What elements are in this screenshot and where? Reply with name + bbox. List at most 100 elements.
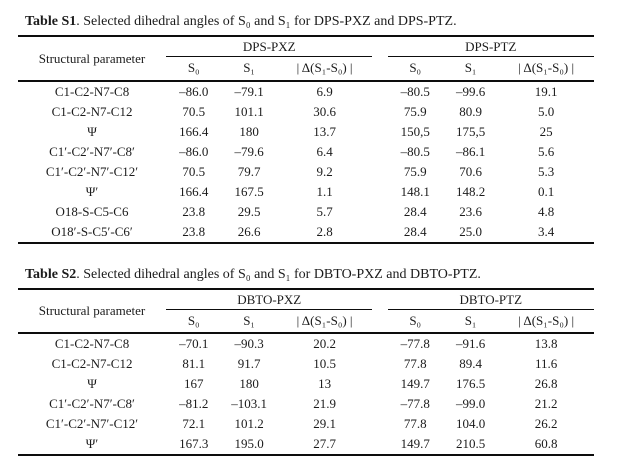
value-cell: 77.8: [403, 416, 427, 431]
table-row: Ψ 166.4 180 13.7 150,5 175,5 25: [18, 122, 594, 142]
col-header-delta: | Δ(S₁-S₀) |: [296, 60, 353, 76]
value-cell: 23.8: [182, 203, 206, 219]
value-cell: 176.5: [455, 376, 486, 391]
value-cell: 28.4: [403, 223, 427, 239]
group-gap: [372, 289, 387, 334]
param-cell: Ψ: [87, 376, 97, 391]
header-sub-row: S₀ S₁ | Δ(S₁-S₀) | S₀ S₁ | Δ(S₁-S₀) |: [18, 309, 594, 333]
param-cell: O18′-S-C5′-C6′: [51, 223, 133, 239]
value-cell: 5.7: [316, 203, 333, 219]
value-cell: 13: [318, 376, 332, 391]
group-header-dps-ptz: DPS-PTZ: [387, 36, 594, 57]
table-s2-body: C1-C2-N7-C8 –70.1 –90.3 20.2 –77.8 –91.6 13.8 C…: [18, 333, 594, 455]
group-header-dps-pxz: DPS-PXZ: [166, 36, 373, 57]
value-cell: 80.9: [459, 103, 482, 119]
value-cell: 81.1: [182, 356, 206, 371]
column-spacer: [372, 81, 387, 102]
value-cell: 167.5: [234, 183, 264, 199]
value-cell: 167.3: [179, 436, 209, 451]
param-cell: Ψ′: [85, 183, 99, 199]
value-cell: –79.6: [234, 143, 264, 159]
col-header-s0: S₀: [187, 60, 200, 76]
table-s2-title-label: Table S2: [25, 266, 77, 282]
col-header-s1: S₁: [464, 312, 477, 328]
value-cell: 13.8: [534, 336, 558, 351]
param-cell: C1′-C2′-N7′-C12′: [45, 163, 139, 179]
value-cell: 70.5: [182, 103, 206, 119]
group-gap: [372, 36, 387, 81]
value-cell: –91.6: [455, 336, 486, 351]
value-cell: 210.5: [455, 436, 486, 451]
table-s1-header: Structural parameter DPS-PXZ DPS-PTZ S₀ …: [18, 36, 594, 81]
column-spacer: [372, 374, 387, 394]
param-cell: C1-C2-N7-C8: [54, 83, 130, 99]
table-s1-title-label: Table S1: [25, 14, 77, 29]
value-cell: –99.6: [455, 83, 486, 99]
param-cell: C1-C2-N7-C12: [51, 103, 133, 119]
column-spacer: [372, 414, 387, 434]
table-s2-title-text: . Selected dihedral angles of S₀ and S₁ …: [76, 266, 481, 282]
column-spacer: [372, 182, 387, 202]
value-cell: 75.9: [403, 103, 427, 119]
value-cell: 19.1: [534, 83, 558, 99]
table-row: O18′-S-C5′-C6′ 23.8 26.6 2.8 28.4 25.0 3.4: [18, 222, 594, 243]
column-spacer: [372, 202, 387, 222]
table-row: O18-S-C5-C6 23.8 29.5 5.7 28.4 23.6 4.8: [18, 202, 594, 222]
column-spacer: [372, 394, 387, 414]
value-cell: –80.5: [400, 83, 430, 99]
value-cell: 21.2: [534, 396, 558, 411]
value-cell: 5.6: [538, 143, 555, 159]
table-s1-title-text: . Selected dihedral angles of S₀ and S₁ …: [76, 14, 457, 29]
value-cell: 6.4: [316, 143, 333, 159]
col-header-delta: | Δ(S₁-S₀) |: [518, 60, 575, 76]
value-cell: 4.8: [538, 203, 555, 219]
col-header-s0: S₀: [409, 60, 422, 76]
table-row: C1-C2-N7-C8 –86.0 –79.1 6.9 –80.5 –99.6 19.1: [18, 81, 594, 102]
table-row: C1-C2-N7-C8 –70.1 –90.3 20.2 –77.8 –91.6 13.8: [18, 333, 594, 354]
value-cell: 29.1: [313, 416, 336, 431]
column-spacer: [372, 102, 387, 122]
table-row: Ψ′ 166.4 167.5 1.1 148.1 148.2 0.1: [18, 182, 594, 202]
value-cell: –103.1: [231, 396, 267, 411]
value-cell: 72.1: [182, 416, 206, 431]
value-cell: 175,5: [455, 123, 486, 139]
value-cell: 10.5: [313, 356, 336, 371]
table-s2: Structural parameter DBTO-PXZ DBTO-PTZ S…: [18, 287, 594, 456]
value-cell: 27.7: [313, 436, 336, 451]
column-spacer: [372, 222, 387, 243]
value-cell: 195.0: [234, 436, 264, 451]
value-cell: 26.6: [237, 223, 261, 239]
value-cell: –77.8: [400, 336, 430, 351]
value-cell: 180: [239, 123, 259, 139]
value-cell: 104.0: [455, 416, 486, 431]
column-spacer: [372, 354, 387, 374]
table-s1: Structural parameter DPS-PXZ DPS-PTZ S₀ …: [18, 35, 594, 244]
table-row: C1′-C2′-N7′-C8′ –81.2 –103.1 21.9 –77.8 –99.0…: [18, 394, 594, 414]
param-cell: C1-C2-N7-C8: [54, 336, 130, 351]
table-row: Ψ 167 180 13 149.7 176.5 26.8: [18, 374, 594, 394]
table-s2-header: Structural parameter DBTO-PXZ DBTO-PTZ S…: [18, 288, 594, 334]
col-header-s1: S₁: [464, 60, 477, 76]
value-cell: 30.6: [313, 103, 336, 119]
value-cell: 9.2: [316, 163, 333, 179]
param-cell: Ψ: [87, 123, 97, 139]
value-cell: 26.8: [534, 376, 558, 391]
col-header-delta: | Δ(S₁-S₀) |: [518, 312, 575, 328]
value-cell: 3.4: [538, 223, 555, 239]
table-s2-title: Table S2. Selected dihedral angles of S₀…: [18, 265, 596, 285]
value-cell: –90.3: [234, 336, 264, 351]
column-spacer: [372, 122, 387, 142]
param-cell: O18-S-C5-C6: [55, 203, 129, 219]
table-row: C1′-C2′-N7′-C8′ –86.0 –79.6 6.4 –80.5 –86.1 5.…: [18, 142, 594, 162]
value-cell: 70.6: [459, 163, 482, 179]
value-cell: –79.1: [234, 83, 264, 99]
column-spacer: [372, 162, 387, 182]
col-header-delta: | Δ(S₁-S₀) |: [296, 312, 353, 328]
value-cell: –86.0: [179, 143, 209, 159]
table-s2-section: Table S2. Selected dihedral angles of S₀…: [18, 265, 596, 456]
column-spacer: [372, 434, 387, 455]
col-header-s0: S₀: [409, 312, 422, 328]
value-cell: 166.4: [179, 183, 209, 199]
value-cell: 20.2: [313, 336, 336, 351]
value-cell: –86.1: [455, 143, 486, 159]
